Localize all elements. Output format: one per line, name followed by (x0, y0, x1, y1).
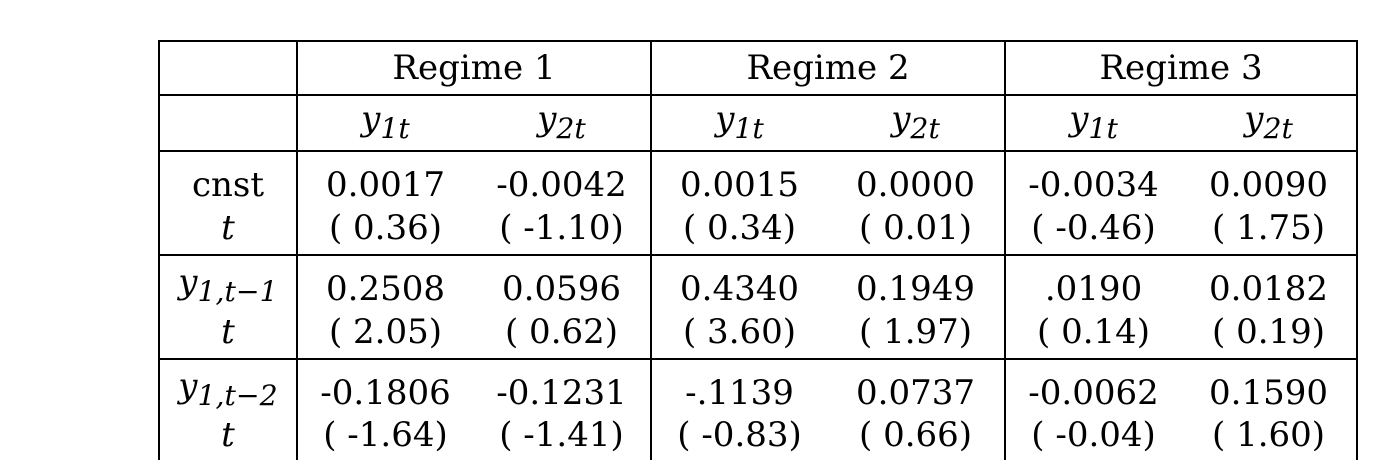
var-symbol: y (1069, 99, 1089, 140)
table-cell: 0.0090 (1181, 151, 1359, 202)
col-header-r1-y2: y2t (473, 95, 653, 152)
table-cell: -0.0034 (1028, 165, 1159, 205)
var-symbol: y (361, 99, 381, 140)
var-subscript: 2t (556, 112, 586, 146)
table-cell: -0.0042 (473, 151, 653, 202)
table-row-tstat: t ( 2.05) ( 0.62) ( 3.60) ( 1.97) ( 0.14… (158, 306, 1359, 360)
table-cell: 0.0015 (680, 165, 799, 205)
col-header-r2-y2: y2t (827, 95, 1007, 152)
table-cell: ( 0.19) (1181, 306, 1359, 360)
col-header-r1-y1: y1t (297, 95, 473, 152)
table-cell: ( 1.97) (827, 306, 1007, 360)
var-subscript: 2t (910, 112, 940, 146)
corner-cell (158, 40, 298, 96)
table-cell: 0.0737 (827, 359, 1007, 410)
table-cell: 0.4340 (680, 269, 799, 309)
variable-header-row: y1t y2t y1t y2t y1t y2t (158, 95, 1359, 152)
regime-coefficient-table: Regime 1 Regime 2 Regime 3 y1t y2t y1t y… (158, 40, 1359, 460)
var-symbol: y (891, 99, 911, 140)
table-cell: ( -1.10) (473, 202, 653, 256)
regime-3-header: Regime 3 (1005, 40, 1359, 96)
table-cell: ( -1.41) (473, 410, 653, 460)
table-cell: ( 0.01) (827, 202, 1007, 256)
var-symbol: y (1244, 99, 1264, 140)
table-cell: ( -0.04) (1031, 415, 1156, 455)
table-cell: ( 0.34) (651, 202, 828, 256)
regime-1-header: Regime 1 (297, 40, 653, 96)
row-label-cnst: cnst (158, 151, 298, 202)
row-label-y1-lag2: y1,t−2 (158, 359, 298, 412)
table-cell: -0.1806 (320, 373, 451, 413)
var-subscript: 1,t−2 (197, 378, 278, 412)
table-cell: 0.2508 (326, 269, 445, 309)
row-label-y1-lag1: y1,t−1 (158, 255, 298, 308)
table-cell: 0.1590 (1181, 359, 1359, 410)
col-header-r3-y1: y1t (1005, 95, 1182, 152)
regime-header-row: Regime 1 Regime 2 Regime 3 (158, 40, 1359, 96)
table-cell: ( 0.62) (473, 306, 653, 360)
var-symbol: y (178, 261, 198, 302)
table-row: y1,t−1 0.2508 0.0596 0.4340 0.1949 .0190… (158, 255, 1359, 309)
table-cell: -0.1231 (473, 359, 653, 410)
table-row: y1,t−2 -0.1806 -0.1231 -.1139 0.0737 -0.… (158, 359, 1359, 413)
table-cell: ( 0.36) (297, 202, 473, 256)
var-symbol: y (537, 99, 557, 140)
var-subscript: 1t (380, 112, 410, 146)
col-header-r2-y1: y1t (651, 95, 828, 152)
table-cell: ( -1.64) (323, 415, 448, 455)
table-row-tstat: t ( -1.64) ( -1.41) ( -0.83) ( 0.66) ( -… (158, 410, 1359, 460)
table-cell: ( 3.60) (651, 306, 828, 360)
var-subscript: 1t (1088, 112, 1118, 146)
table-cell: 0.0017 (326, 165, 445, 205)
t-stat-label: t (158, 202, 298, 256)
var-symbol: y (715, 99, 735, 140)
table-cell: ( -0.83) (677, 415, 802, 455)
table-cell: 0.0182 (1181, 255, 1359, 306)
table-cell: ( 0.14) (1005, 306, 1182, 360)
table-row-tstat: t ( 0.36) ( -1.10) ( 0.34) ( 0.01) ( -0.… (158, 202, 1359, 256)
table-cell: .0190 (1044, 269, 1143, 309)
table-cell: ( 1.75) (1181, 202, 1359, 256)
t-stat-label: t (158, 306, 298, 360)
var-subscript: 1,t−1 (197, 274, 278, 308)
table-cell: ( 0.66) (827, 410, 1007, 460)
table-cell: ( 2.05) (297, 306, 473, 360)
table-cell: 0.0000 (827, 151, 1007, 202)
regime-2-header: Regime 2 (651, 40, 1007, 96)
var-subscript: 2t (1263, 112, 1293, 146)
table-cell: -0.0062 (1028, 373, 1159, 413)
table-cell: 0.1949 (827, 255, 1007, 306)
t-stat-label: t (158, 410, 298, 460)
table-cell: 0.0596 (473, 255, 653, 306)
table-cell: ( 1.60) (1181, 410, 1359, 460)
var-symbol: y (178, 365, 198, 406)
var-subscript: 1t (734, 112, 764, 146)
table-cell: ( -0.46) (1005, 202, 1182, 256)
corner-cell-2 (158, 95, 298, 152)
table-row: cnst 0.0017 -0.0042 0.0015 0.0000 -0.003… (158, 151, 1359, 205)
col-header-r3-y2: y2t (1181, 95, 1359, 152)
results-table: Regime 1 Regime 2 Regime 3 y1t y2t y1t y… (158, 40, 1359, 460)
table-cell: -.1139 (685, 373, 794, 413)
